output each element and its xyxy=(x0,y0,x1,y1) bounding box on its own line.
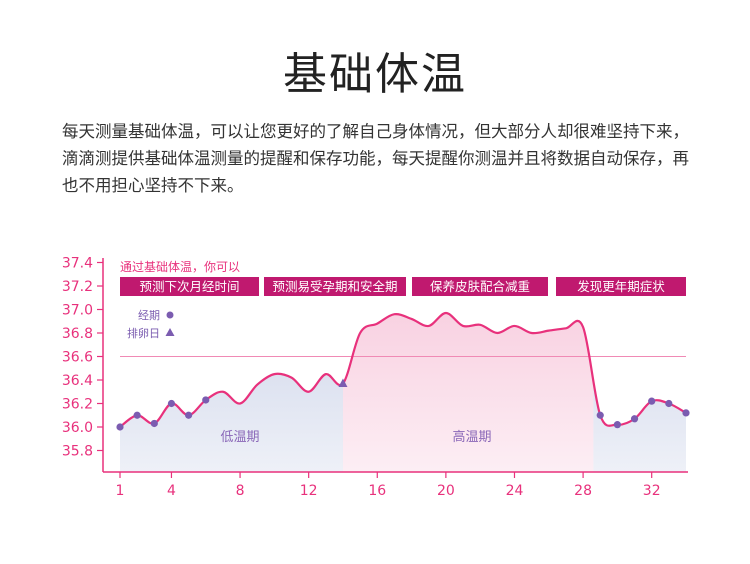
x-tick-label: 1 xyxy=(116,483,125,499)
ovulation-marker xyxy=(338,378,348,388)
banner-label: 预测易受孕期和安全期 xyxy=(272,279,397,294)
period-marker xyxy=(202,396,210,404)
y-tick-label: 35.8 xyxy=(62,444,93,460)
period-marker xyxy=(167,399,176,408)
x-tick-label: 16 xyxy=(368,483,386,499)
legend-circle-marker xyxy=(166,311,174,319)
phase-area-2 xyxy=(342,313,594,472)
banner-label: 保养皮肤配合减重 xyxy=(430,279,530,294)
banner-label: 发现更年期症状 xyxy=(577,279,665,294)
period-marker xyxy=(630,415,639,423)
phase-area-1 xyxy=(120,373,343,472)
x-tick-label: 8 xyxy=(236,483,245,499)
banner-box xyxy=(120,277,259,296)
temperature-line xyxy=(119,311,687,428)
period-marker xyxy=(682,409,690,417)
period-marker xyxy=(133,411,141,419)
y-tick-label: 36.2 xyxy=(62,397,93,413)
x-tick-label: 28 xyxy=(574,483,592,499)
period-marker xyxy=(150,419,158,428)
x-tick-label: 24 xyxy=(506,483,524,499)
phase-label: 低温期 xyxy=(220,430,259,445)
y-tick-label: 36.8 xyxy=(62,326,93,342)
y-tick-label: 36.4 xyxy=(62,373,93,389)
legend-label: 排卵日 xyxy=(127,326,160,340)
period-marker xyxy=(648,397,656,405)
banner-box xyxy=(264,277,406,296)
x-tick-label: 20 xyxy=(437,483,455,499)
period-marker xyxy=(596,411,604,419)
period-marker xyxy=(613,421,621,429)
phase-area-3 xyxy=(593,381,686,472)
x-tick-label: 32 xyxy=(643,483,661,499)
y-tick-label: 37.4 xyxy=(62,256,93,272)
page-title: 基础体温 xyxy=(283,49,467,100)
phase-label: 高温期 xyxy=(452,429,491,445)
x-tick-label: 12 xyxy=(300,483,318,499)
intro-text: 每天测量基础体温，可以让您更好的了解自己身体情况，但大部分人却很难坚持下来，滴滴… xyxy=(62,122,689,195)
y-tick-label: 36.6 xyxy=(62,350,93,366)
legend-triangle-marker xyxy=(165,328,175,336)
banner-label: 预测下次月经时间 xyxy=(139,279,239,294)
banner-box xyxy=(412,277,548,296)
legend-label: 经期 xyxy=(138,309,160,322)
period-marker xyxy=(185,411,193,419)
period-marker xyxy=(665,399,673,408)
y-tick-label: 36.0 xyxy=(62,420,93,436)
period-marker xyxy=(116,423,124,431)
y-tick-label: 37.0 xyxy=(62,303,93,319)
chart-caption: 通过基础体温，你可以 xyxy=(120,260,240,274)
banner-box xyxy=(556,277,686,296)
y-tick-label: 37.2 xyxy=(62,279,93,295)
x-tick-label: 4 xyxy=(167,483,176,499)
